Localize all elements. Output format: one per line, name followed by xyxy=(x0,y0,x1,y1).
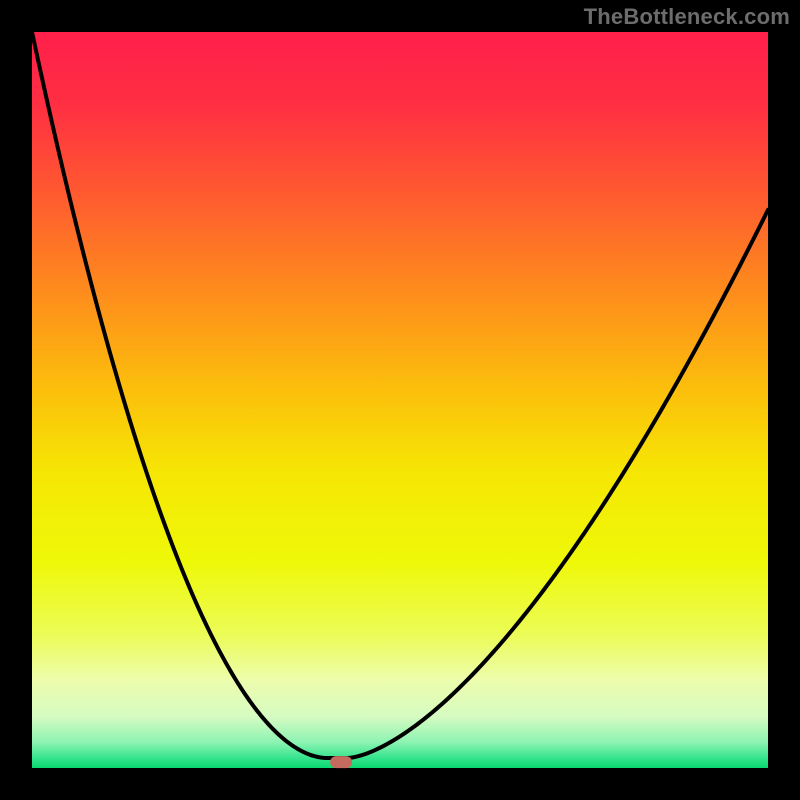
plot-area xyxy=(32,32,768,768)
watermark-text: TheBottleneck.com xyxy=(584,4,790,30)
chart-svg xyxy=(0,0,800,800)
chart-stage: TheBottleneck.com xyxy=(0,0,800,800)
optimum-marker xyxy=(330,756,352,768)
